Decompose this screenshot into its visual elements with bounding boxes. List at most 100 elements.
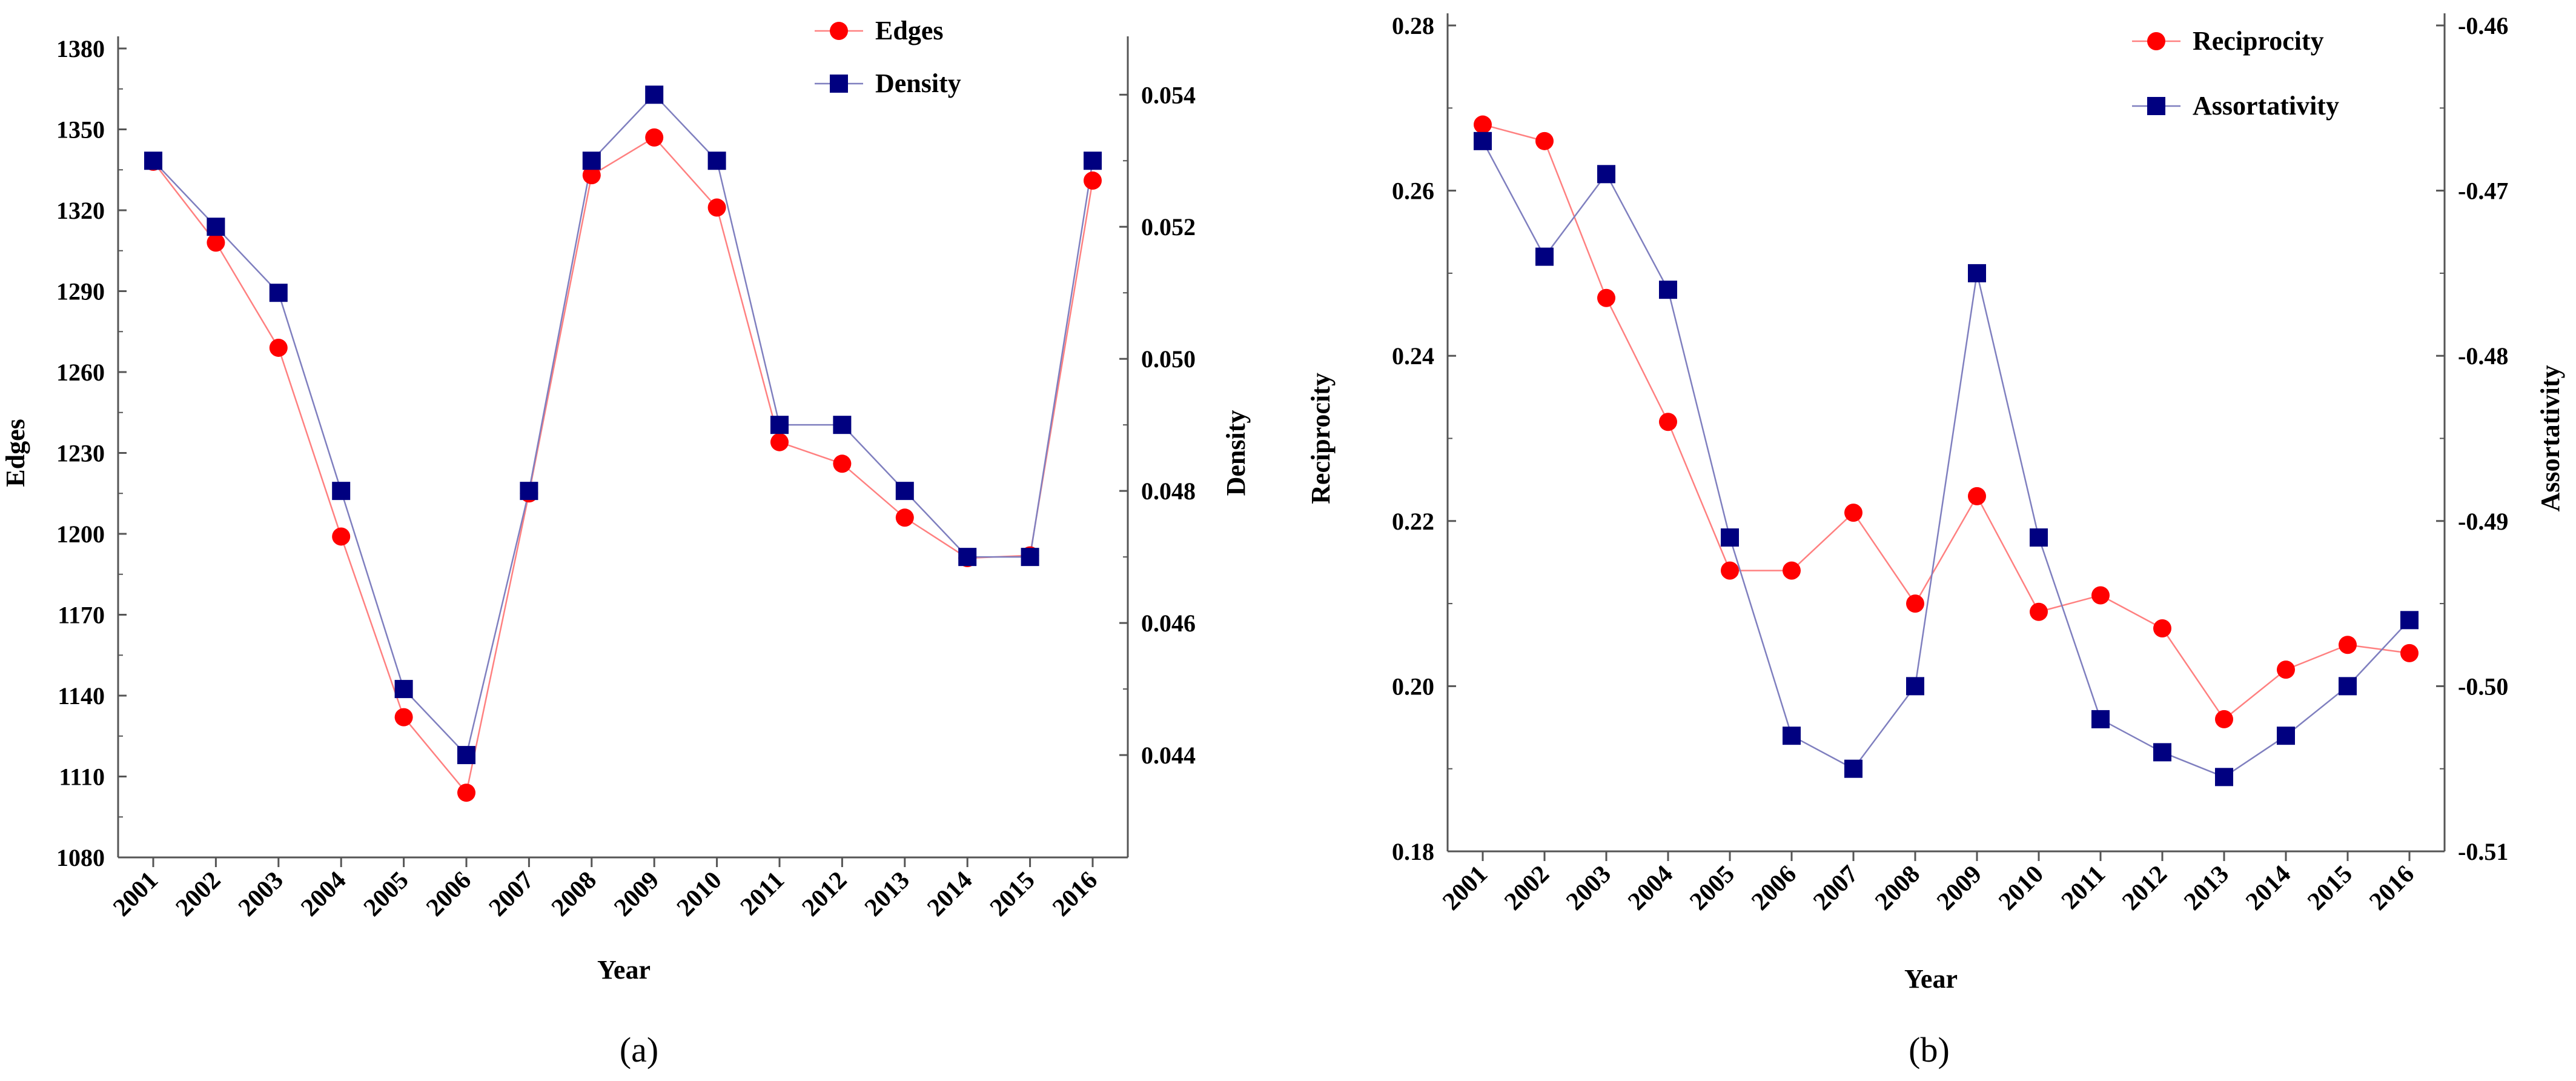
right-tick-label: -0.51 [2458,838,2508,865]
point-assortativity [1659,281,1677,299]
left-tick-label: 1230 [56,440,105,467]
point-reciprocity [1844,504,1862,522]
left-tick-label: 1290 [56,278,105,305]
point-edges [332,527,351,546]
point-density [1021,548,1039,567]
x-tick-label: 2007 [1808,860,1864,916]
point-assortativity [1721,528,1739,547]
left-tick-label: 0.18 [1392,838,1434,865]
series-line-density [153,93,1094,757]
x-tick-label: 2002 [171,866,227,922]
point-reciprocity [2400,644,2419,662]
x-tick-label: 2005 [359,866,414,922]
x-tick-label: 2015 [2302,860,2358,916]
x-tick-label: 2014 [922,866,978,922]
point-assortativity [2091,710,2110,728]
right-tick-label: 0.054 [1141,81,1196,108]
x-tick-label: 2003 [233,866,289,922]
chart-a-edges-density: 1080 1110 1140 1170 1200 1230 1260 1290 1320 1350… [1,16,1251,985]
left-tick-label: 1260 [56,359,105,386]
point-edges [833,454,852,473]
x-axis-title: Year [1904,964,1958,994]
point-density [1084,151,1102,170]
series-line-edges [153,136,1094,794]
point-density [770,416,789,434]
right-tick-label: 0.052 [1141,213,1196,241]
point-assortativity [2277,727,2295,745]
right-tick-label: -0.46 [2458,12,2508,39]
x-tick-label: 2011 [2056,860,2111,915]
point-density [269,284,288,302]
right-tick-label: 0.050 [1141,345,1196,373]
left-tick-label: 0.22 [1392,508,1434,535]
point-density [332,482,351,501]
chart-b-reciprocity-assortativity: 0.18 0.20 0.22 0.24 0.26 0.28 -0.51 -0.50 -0.49 -… [1306,12,2565,994]
left-tick-label: 1140 [58,682,105,710]
x-tick-label: 2005 [1684,860,1740,916]
x-tick-label: 2001 [108,866,164,922]
point-assortativity [2030,528,2048,547]
point-density [895,482,914,501]
x-tick-label: 2009 [1932,860,1987,916]
point-reciprocity [1597,288,1615,307]
left-tick-label: 1080 [56,844,105,871]
point-reciprocity [1906,594,1924,613]
point-density [394,680,413,699]
legend-label: Edges [875,16,943,45]
point-assortativity [2153,743,2171,762]
point-reciprocity [1968,487,1986,505]
x-tick-label: 2010 [672,866,727,922]
point-edges [394,708,413,727]
x-tick-label: 2001 [1437,860,1493,916]
legend-label: Assortativity [2193,91,2339,121]
x-tick-label: 2011 [735,866,790,921]
y-axis-title-left: Reciprocity [1306,373,1336,504]
x-tick-label: 2002 [1499,860,1555,916]
x-tick-label: 2009 [609,866,664,922]
point-reciprocity [2277,660,2295,679]
x-tick-label: 2008 [546,866,602,922]
x-tick-label: 2016 [2364,860,2420,916]
left-tick-label: 1320 [56,197,105,224]
point-density [645,85,664,104]
point-reciprocity [2030,602,2048,621]
left-tick-label: 1170 [58,602,105,629]
series-line-reciprocity [1482,124,2410,720]
caption-a: (a) [620,1030,658,1069]
series-line-assortativity [1482,141,2410,778]
x-tick-label: 2006 [1746,860,1802,916]
point-reciprocity [1721,561,1739,580]
legend-marker-square [830,75,848,93]
x-axis-title: Year [597,955,651,985]
y-axis-title-left: Edges [1,419,30,487]
point-reciprocity [2091,586,2110,605]
point-assortativity [1597,165,1615,184]
x-tick-label: 2016 [1047,866,1103,922]
x-tick-label: 2012 [797,866,853,922]
point-density [958,548,977,567]
point-density [833,416,852,434]
point-reciprocity [1659,413,1677,431]
x-tick-label: 2015 [985,866,1041,922]
point-reciprocity [2153,619,2171,637]
right-tick-label: 0.046 [1141,610,1196,637]
point-assortativity [1968,264,1986,282]
point-edges [707,198,726,217]
point-assortativity [1844,759,1862,778]
legend-label: Reciprocity [2193,26,2324,56]
left-tick-label: 1200 [56,521,105,548]
x-tick-label: 2007 [484,866,540,922]
point-reciprocity [1783,561,1801,580]
point-assortativity [1474,131,1492,150]
point-density [582,151,601,170]
left-tick-label: 1110 [59,763,105,791]
x-tick-label: 2012 [2117,860,2173,916]
point-edges [207,233,225,252]
point-assortativity [2400,611,2419,630]
point-edges [582,166,601,185]
legend-marker-circle [2147,32,2165,50]
right-tick-label: -0.48 [2458,342,2508,370]
point-reciprocity [1535,131,1554,150]
legend-label: Density [875,68,961,98]
